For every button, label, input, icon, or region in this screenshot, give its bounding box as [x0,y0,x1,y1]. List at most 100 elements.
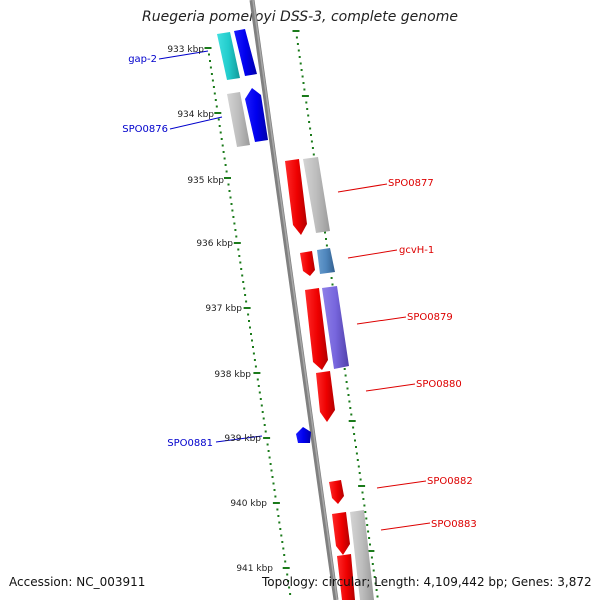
gene-spo0877-cds[interactable] [303,157,330,233]
left-track-minor-tick [247,313,250,316]
right-track-minor-tick [311,147,314,149]
right-track-major-tick [292,30,300,32]
gene-spo0881-rna[interactable] [296,427,311,443]
gene-spo0882-rna[interactable] [329,480,344,504]
gene-label-spo0876[interactable]: SPO0876 [122,124,168,135]
left-track-minor-tick [225,170,228,173]
left-track-minor-tick [234,229,237,231]
right-track-minor-tick [353,433,356,435]
right-track-minor-tick [347,394,350,396]
left-track-minor-tick [257,385,260,387]
leader-spo0876 [169,116,223,130]
gene-gap-2-cds[interactable] [217,32,240,80]
leader-gap-2 [158,50,209,60]
gene-gcvh-1-cds[interactable] [317,248,335,274]
left-track-minor-tick [244,294,247,296]
left-track-minor-tick [261,411,264,413]
gene-spo0883-cds[interactable] [350,510,374,600]
left-track-major-tick [214,112,222,114]
right-track-major-tick [367,550,375,552]
accession-text: Accession: NC_003911 [9,575,146,589]
right-track-minor-tick [295,36,298,39]
gene-label-spo0880[interactable]: SPO0880 [416,379,462,390]
gene-spo0880-rna[interactable] [316,371,335,422]
left-track-minor-tick [263,424,266,426]
right-track-minor-tick [297,49,300,52]
right-track-minor-tick [348,400,351,403]
gene-gcvh-1-rna[interactable] [300,251,315,276]
leader-spo0880 [365,383,416,392]
right-track-minor-tick [306,108,309,110]
left-track-major-tick [282,567,290,569]
left-track-minor-tick [267,450,270,452]
left-track-minor-tick [221,144,224,147]
leader-spo0883 [380,522,431,531]
gene-gap-2-rna[interactable] [234,29,257,76]
gene-label-gap-2[interactable]: gap-2 [128,54,157,65]
kbp-label-936: 936 kbp [196,239,233,249]
right-track-minor-tick [359,478,362,481]
left-track-minor-tick [245,300,248,303]
backbone-layer [249,0,339,600]
right-track-minor-tick [309,127,312,130]
left-track-minor-tick [280,534,283,537]
kbp-label-940: 940 kbp [230,499,267,509]
left-track-minor-tick [288,586,291,589]
gene-spo0883-rna[interactable] [332,512,350,555]
gene-spo0879-cds[interactable] [322,286,349,369]
left-track-minor-tick [252,352,255,355]
left-track-minor-tick [253,359,256,361]
reverse-strand-genes [285,157,374,600]
left-track-minor-tick [217,118,220,121]
right-track-minor-tick [369,543,371,546]
left-track-major-tick [224,177,231,179]
leader-spo0879 [356,316,407,325]
right-track-minor-tick [356,459,359,461]
gene-label-spo0881[interactable]: SPO0881 [167,438,213,449]
left-track-minor-tick [248,320,250,322]
left-track-minor-tick [220,138,223,140]
gene-spo0884-rna[interactable] [337,554,355,600]
left-track-minor-tick [209,60,211,62]
left-track-minor-tick [223,157,226,160]
kbp-label-934: 934 kbp [177,110,214,120]
gene-spo0876-rna[interactable] [245,88,268,142]
gene-label-gcvh-1[interactable]: gcvH-1 [399,245,434,256]
gene-label-spo0879[interactable]: SPO0879 [407,312,453,323]
left-track-minor-tick [214,99,217,101]
right-track-minor-tick [310,140,313,143]
left-track-minor-tick [229,196,232,199]
right-track-minor-tick [330,277,333,279]
right-track-minor-tick [343,368,346,370]
left-track-minor-tick [222,151,225,153]
leader-spo0882 [376,480,427,489]
genome-summary-text: Topology: circular; Length: 4,109,442 bp… [262,575,592,589]
gene-spo0876-cds[interactable] [227,92,250,147]
right-track-minor-tick [308,121,311,123]
left-track-minor-tick [208,53,210,56]
gene-spo0877-rna[interactable] [285,159,307,235]
left-track-minor-tick [251,339,253,342]
right-track-minor-tick [299,62,302,65]
left-track-minor-tick [215,105,218,108]
right-track-minor-tick [296,43,299,45]
leader-spo0881 [215,435,263,443]
gene-label-spo0882[interactable]: SPO0882 [427,476,473,487]
right-track-minor-tick [357,465,360,468]
genome-backbone [249,0,339,600]
left-track-minor-tick [259,398,262,400]
backbone-highlight [252,0,338,600]
gene-label-spo0877[interactable]: SPO0877 [388,178,434,189]
left-track-minor-tick [211,79,214,82]
right-track-minor-tick [324,231,326,234]
left-track-minor-tick [231,209,234,212]
leader-spo0877 [337,183,388,193]
gene-label-spo0883[interactable]: SPO0883 [431,519,477,530]
gene-spo0879-rna[interactable] [305,288,328,370]
left-track-minor-tick [209,66,212,69]
left-track-minor-tick [276,508,279,511]
right-track-minor-tick [312,153,315,156]
right-track-minor-tick [375,589,378,591]
left-track-minor-tick [235,235,238,238]
right-track-minor-tick [307,114,310,117]
